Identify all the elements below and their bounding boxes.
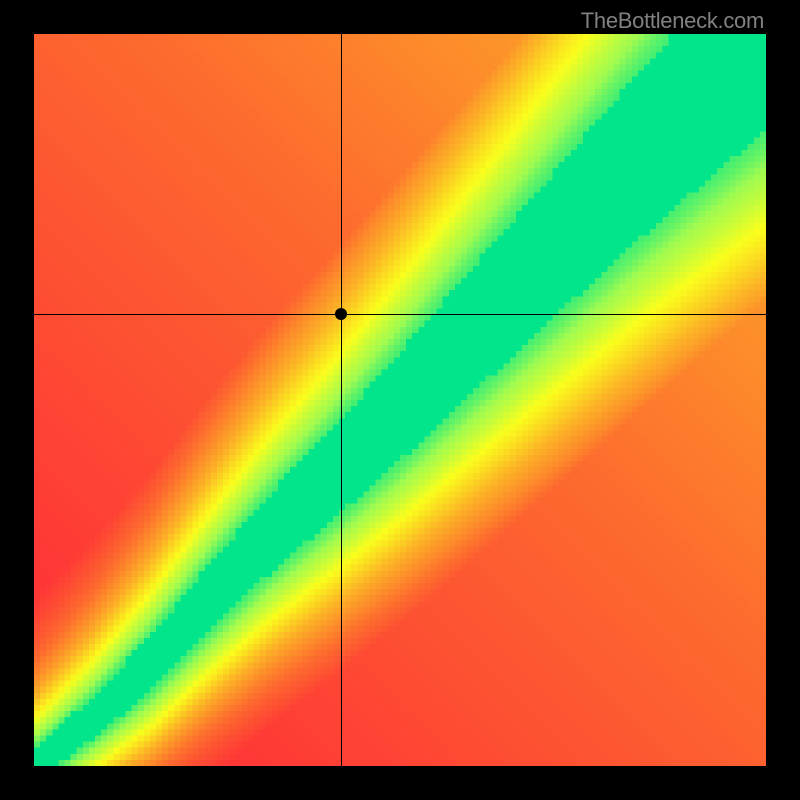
- crosshair-vertical: [341, 34, 342, 766]
- heatmap-plot: [34, 34, 766, 766]
- crosshair-marker: [335, 308, 347, 320]
- heatmap-canvas: [34, 34, 766, 766]
- watermark-text: TheBottleneck.com: [581, 8, 764, 34]
- crosshair-horizontal: [34, 314, 766, 315]
- outer-frame: TheBottleneck.com: [0, 0, 800, 800]
